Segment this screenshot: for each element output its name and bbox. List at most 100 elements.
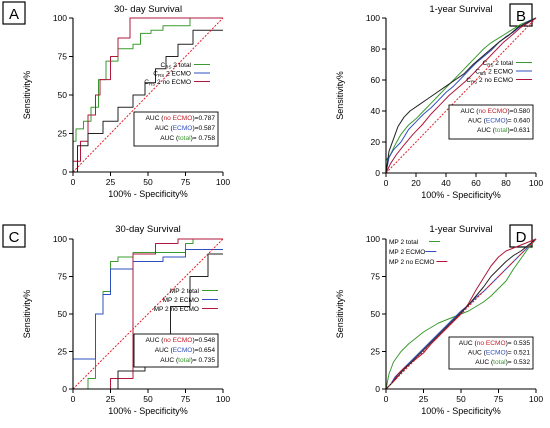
series-unlabeled [385, 238, 537, 390]
auc-box-border [133, 333, 219, 368]
y-axis-label: Sensitivity% [335, 71, 345, 120]
y-tick-label: 100 [366, 234, 380, 244]
y-tick-label: 100 [53, 234, 67, 244]
y-tick-label: 80 [371, 44, 381, 54]
auc-label: AUC (ECMO)=0.654 [155, 347, 216, 354]
panel-d: D 1-year Survival 0 25 50 75 100 0 25 50 75 100 100%… [335, 224, 543, 416]
x-tick-label: 0 [384, 394, 389, 404]
series-reference [385, 17, 537, 174]
x-tick-label: 100 [216, 177, 230, 187]
panel-c: C 30-day Survival 0 25 50 75 100 0 25 50 75 100 100%… [2, 224, 230, 416]
legend-label: CRS 2 total [483, 60, 514, 68]
y-tick-label: 25 [58, 129, 68, 139]
y-tick-label: 100 [366, 13, 380, 23]
panel-badge [509, 224, 533, 248]
panel-badge [2, 1, 26, 25]
legend-label: CRS 2 no ECMO [144, 79, 191, 87]
y-axis-label: Sensitivity% [22, 290, 32, 339]
x-tick-label: 25 [106, 177, 116, 187]
auc-label: AUC (no ECMO)=0.580 [461, 108, 531, 115]
auc-box-border [133, 111, 219, 147]
auc-label: AUC (ECMO)= 0.521 [468, 350, 530, 357]
y-axis-label: Sensitivity% [22, 71, 32, 120]
x-tick-label: 50 [143, 177, 153, 187]
y-tick-label: 100 [53, 13, 67, 23]
auc-label: AUC (total)= 0.735 [160, 357, 215, 364]
y-tick-label: 0 [62, 167, 67, 177]
x-tick-label: 100 [529, 394, 543, 404]
series-crs-2-total [385, 17, 537, 173]
legend-label: MP 2 ECMO [389, 249, 425, 256]
x-tick-label: 75 [494, 394, 504, 404]
y-tick-label: 0 [375, 168, 380, 178]
y-tick-label: 50 [58, 90, 68, 100]
chart-title: 1-year Survival [429, 4, 492, 15]
panel-badge [2, 224, 26, 248]
series-crs-2-no-ecmo [72, 17, 223, 172]
y-tick-label: 75 [371, 272, 381, 282]
x-tick-label: 25 [106, 394, 116, 404]
legend-label: MP 2 no ECMO [389, 259, 434, 266]
series-unlabeled [385, 17, 537, 174]
series-unlabeled [73, 29, 223, 173]
y-tick-label: 50 [371, 309, 381, 319]
auc-label: AUC (total)= 0.532 [475, 359, 530, 366]
legend-label: CRS 2 no ECMO [466, 77, 513, 85]
auc-box: AUC (no ECMO)= 0.535 AUC (ECMO)= 0.521 AUC… [448, 336, 534, 370]
panel-letter: B [516, 8, 526, 25]
y-tick-label: 75 [58, 272, 68, 282]
x-axis-label: 100% - Specificity% [108, 406, 188, 416]
series-mp-2-total [73, 238, 223, 390]
y-tick-label: 60 [371, 75, 381, 85]
legend-label: MP 2 total [389, 239, 419, 246]
x-axis-label: 100% - Specificity% [421, 190, 501, 200]
series-reference [385, 238, 537, 390]
x-tick-label: 100 [216, 394, 230, 404]
auc-label: AUC (ECMO)= 0.640 [468, 118, 530, 125]
series-mp-2-ecmo [72, 249, 223, 389]
x-tick-label: 50 [456, 394, 466, 404]
y-axis-label: Sensitivity% [335, 290, 345, 339]
x-tick-label: 0 [71, 394, 76, 404]
x-tick-label: 0 [384, 178, 389, 188]
legend: MP 2 total MP 2 ECMO MP 2 no ECMO [389, 239, 448, 266]
series-mp-2-no-ecmo [73, 238, 223, 390]
series-reference [72, 238, 224, 390]
x-tick-label: 40 [441, 178, 451, 188]
legend: MP 2 total MP 2 ECMO MP 2 no ECMO [154, 288, 218, 313]
auc-box: AUC (no ECMO)=0.580 AUC (ECMO)= 0.640 AUC … [448, 104, 534, 140]
y-tick-label: 25 [58, 347, 68, 357]
auc-box-border [448, 336, 534, 370]
series-reference [72, 17, 224, 173]
x-tick-label: 20 [411, 178, 421, 188]
x-tick-label: 25 [419, 394, 429, 404]
x-tick-label: 80 [501, 178, 511, 188]
auc-box-border [448, 104, 534, 140]
panel-letter: D [516, 229, 527, 246]
series-crs-2-no-ecmo [385, 17, 537, 174]
x-tick-label: 75 [181, 394, 191, 404]
chart-title: 1-year Survival [429, 224, 492, 235]
x-tick-label: 50 [143, 394, 153, 404]
auc-label: AUC (no ECMO)=0.548 [146, 337, 216, 344]
auc-label: AUC (ECMO)=0.587 [155, 125, 216, 132]
series-crs-2-total [72, 17, 223, 172]
series-unlabeled [73, 253, 223, 390]
legend-label: MP 2 ECMO [163, 297, 199, 304]
auc-label: AUC (total)= 0.758 [160, 135, 215, 142]
auc-label: AUC (total)=0.631 [477, 127, 530, 134]
series-mp-2-no-ecmo [385, 238, 537, 390]
legend-label: MP 2 no ECMO [154, 306, 199, 313]
panel-letter: C [9, 229, 20, 246]
x-tick-label: 0 [71, 177, 76, 187]
legend-label: CRS 2 ECMO [475, 69, 513, 77]
x-tick-label: 75 [181, 177, 191, 187]
y-tick-label: 75 [58, 52, 68, 62]
auc-box: AUC (no ECMO)=0.787 AUC (ECMO)=0.587 AUC (… [133, 111, 219, 147]
x-tick-label: 60 [471, 178, 481, 188]
auc-label: AUC (no ECMO)= 0.535 [459, 340, 531, 347]
